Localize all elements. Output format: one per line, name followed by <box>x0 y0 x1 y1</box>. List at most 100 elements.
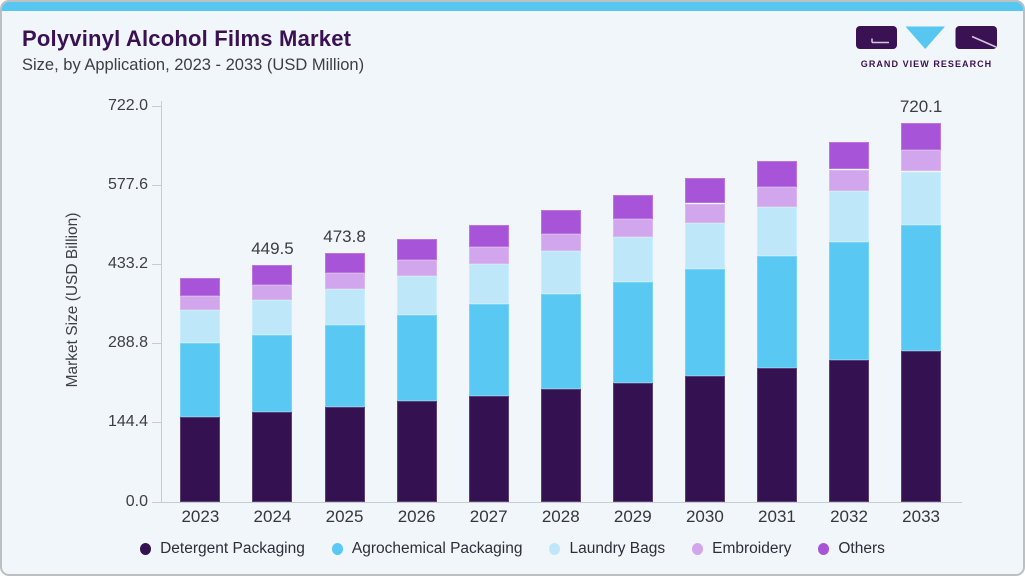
bar-segment-embroidery <box>252 285 293 300</box>
x-category-label: 2026 <box>397 507 436 526</box>
legend-dot-icon <box>818 543 830 555</box>
bar-segment-agrochemical-packaging <box>901 224 942 352</box>
bar-segment-agrochemical-packaging <box>612 281 653 383</box>
legend-item-detergent-packaging: Detergent Packaging <box>140 540 305 558</box>
bar-segment-embroidery <box>396 260 437 277</box>
bar-segment-others <box>468 225 509 248</box>
bar-segment-laundry-bags <box>396 276 437 315</box>
bar-segment-others <box>324 252 365 274</box>
bar-segment-embroidery <box>324 273 365 289</box>
bar-segment-detergent-packaging <box>468 395 509 502</box>
bar-segment-others <box>252 265 293 286</box>
bar-segment-agrochemical-packaging <box>756 255 797 369</box>
bar-segment-agrochemical-packaging <box>684 269 725 376</box>
bar-segment-agrochemical-packaging <box>468 304 509 396</box>
x-category-label: 2023 <box>181 507 220 526</box>
bar-segment-laundry-bags <box>829 190 870 242</box>
legend-label: Laundry Bags <box>569 540 666 557</box>
y-tick-label: 433.2 <box>107 255 148 273</box>
bar-segment-others <box>612 194 653 219</box>
y-axis-line <box>160 101 162 502</box>
bar-segment-detergent-packaging <box>180 416 221 502</box>
bar-segment-embroidery <box>901 150 942 172</box>
y-tick-label: 0.0 <box>125 492 148 510</box>
bar-segment-laundry-bags <box>180 309 221 344</box>
x-category-label: 2031 <box>758 507 796 526</box>
bar-segment-detergent-packaging <box>756 368 797 502</box>
bar-segment-laundry-bags <box>468 263 509 305</box>
bar-value-label: 720.1 <box>899 97 943 116</box>
legend-item-embroidery: Embroidery <box>692 540 791 558</box>
bar-segment-laundry-bags <box>756 207 797 256</box>
y-axis-title: Market Size (USD Billion) <box>64 212 81 388</box>
bar-segment-embroidery <box>180 295 221 310</box>
x-axis-line <box>152 501 962 503</box>
bar-segment-laundry-bags <box>684 222 725 270</box>
bar-segment-others <box>901 123 942 151</box>
x-category-label: 2033 <box>902 507 940 526</box>
bar-segment-agrochemical-packaging <box>324 325 365 407</box>
x-category-label: 2028 <box>541 507 580 526</box>
legend: Detergent Packaging Agrochemical Packagin… <box>2 536 1023 562</box>
bar-segment-detergent-packaging <box>324 406 365 502</box>
bar-segment-laundry-bags <box>901 171 942 225</box>
bar-segment-detergent-packaging <box>252 412 293 502</box>
bar-segment-embroidery <box>756 187 797 208</box>
bar-segment-detergent-packaging <box>684 375 725 502</box>
x-category-label: 2025 <box>325 507 364 526</box>
bar-value-label: 473.8 <box>323 226 366 246</box>
legend-dot-icon <box>140 543 152 555</box>
x-category-label: 2027 <box>469 507 508 526</box>
bar-segment-others <box>756 160 797 188</box>
bar-segment-laundry-bags <box>324 288 365 326</box>
legend-label: Embroidery <box>712 540 792 557</box>
page-title: Polyvinyl Alcohol Films Market <box>22 26 352 51</box>
bar-segment-others <box>396 239 437 261</box>
y-tick-label: 722.0 <box>107 97 148 114</box>
bar-segment-laundry-bags <box>252 299 293 335</box>
legend-item-others: Others <box>818 540 885 558</box>
bar-value-label: 449.5 <box>251 239 294 259</box>
bar-segment-agrochemical-packaging <box>829 241 870 361</box>
bar-segment-detergent-packaging <box>396 401 437 502</box>
legend-dot-icon <box>692 543 704 555</box>
gvr-logo-icon <box>856 26 997 49</box>
y-tick-mark <box>152 185 161 187</box>
y-tick-label: 577.6 <box>107 176 148 194</box>
y-tick-mark <box>152 343 161 345</box>
bar-segment-embroidery <box>540 233 581 252</box>
bar-segment-others <box>829 142 870 170</box>
bar-segment-others <box>540 210 581 234</box>
y-tick-mark <box>152 106 161 107</box>
bar-segment-embroidery <box>468 247 509 264</box>
top-accent-bar <box>2 2 1023 11</box>
logo-brand-text: GRAND VIEW RESEARCH <box>860 59 993 69</box>
y-tick-mark <box>152 264 161 266</box>
legend-label: Agrochemical Packaging <box>351 540 523 557</box>
bar-segment-detergent-packaging <box>901 351 942 502</box>
y-tick-mark <box>152 501 161 503</box>
bar-segment-embroidery <box>612 218 653 238</box>
x-category-label: 2032 <box>830 507 868 526</box>
legend-item-agrochemical-packaging: Agrochemical Packaging <box>331 540 523 558</box>
bar-segment-laundry-bags <box>540 251 581 294</box>
bar-segment-agrochemical-packaging <box>396 314 437 402</box>
x-category-label: 2029 <box>613 507 652 526</box>
bar-segment-embroidery <box>829 169 870 191</box>
legend-label: Others <box>838 540 885 557</box>
legend-dot-icon <box>331 543 343 555</box>
page-subtitle: Size, by Application, 2023 - 2033 (USD M… <box>22 56 365 74</box>
grand-view-research-logo: GRAND VIEW RESEARCH <box>856 26 997 69</box>
bar-segment-others <box>684 178 725 204</box>
legend-label: Detergent Packaging <box>160 540 305 557</box>
bar-segment-others <box>180 277 221 296</box>
bar-segment-agrochemical-packaging <box>540 293 581 390</box>
x-category-label: 2024 <box>253 507 292 526</box>
bar-segment-detergent-packaging <box>540 389 581 502</box>
bar-segment-agrochemical-packaging <box>180 343 221 417</box>
bar-segment-laundry-bags <box>612 237 653 282</box>
legend-dot-icon <box>549 543 561 555</box>
bar-segment-embroidery <box>684 203 725 223</box>
x-category-label: 2030 <box>685 507 724 526</box>
